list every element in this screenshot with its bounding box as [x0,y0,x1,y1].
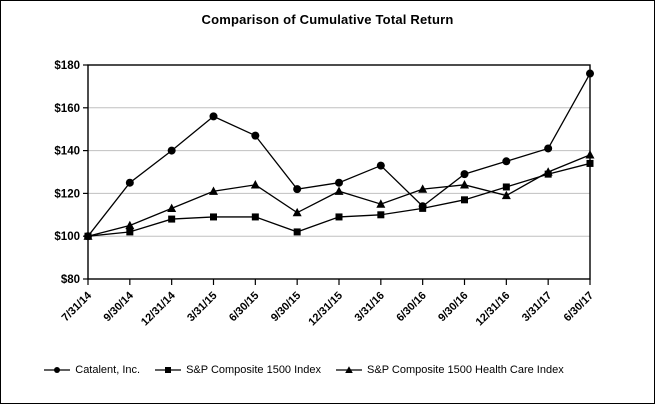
y-axis-label: $180 [54,60,80,72]
data-point-triangle [501,190,511,200]
legend-label-catalent: Catalent, Inc. [75,364,141,376]
data-point-square [335,213,343,221]
y-axis-label: $80 [61,274,80,286]
data-point-square [377,211,385,219]
x-axis-label: 9/30/14 [102,289,137,324]
x-axis-label: 12/31/16 [474,290,513,329]
y-axis-label: $140 [54,146,80,158]
plot-border [87,64,591,280]
chart-title: Comparison of Cumulative Total Return [201,12,454,27]
legend-label-sp1500-healthcare: S&P Composite 1500 Health Care Index [367,364,564,376]
y-axis-label: $160 [54,103,80,115]
data-point-triangle [209,186,218,195]
data-point-circle [209,112,218,121]
data-point-triangle [334,186,344,195]
data-point-square [586,159,594,167]
x-axis-label: 3/31/17 [520,290,554,324]
series-line-triangle [87,154,591,237]
data-point-triangle [460,180,469,189]
x-axis-label: 3/31/15 [185,290,219,324]
data-point-circle [125,178,134,187]
data-point-triangle [250,180,260,189]
x-axis-label: 12/31/15 [306,290,345,329]
legend-item-sp1500-healthcare: S&P Composite 1500 Health Care Index [335,364,564,376]
data-point-circle [167,146,176,155]
data-point-circle [335,178,343,187]
triangle-series-marker-icon [336,366,363,373]
series-line-square [87,162,591,237]
square-series-marker-icon [155,367,182,373]
data-point-square [126,228,134,236]
x-axis-label: 3/31/16 [353,290,387,324]
legend-item-catalent: Catalent, Inc. [43,364,140,376]
x-axis-label: 9/30/15 [269,290,303,324]
x-axis-label: 7/31/14 [60,289,95,324]
data-point-circle [586,69,594,78]
x-axis-label: 6/30/17 [562,290,596,324]
data-point-square [210,213,217,221]
data-point-circle [293,185,302,194]
data-point-circle [376,161,385,170]
x-axis-label: 12/31/14 [139,289,178,328]
data-point-square [461,196,468,204]
data-point-triangle [83,231,93,240]
x-axis-label: 6/30/16 [394,290,428,324]
data-point-square [293,228,301,236]
legend-label-sp1500: S&P Composite 1500 Index [186,364,322,376]
data-point-square [502,183,510,191]
data-point-circle [251,131,260,140]
y-axis-label: $120 [54,188,80,200]
data-point-triangle [125,220,135,230]
circle-series-marker-icon [44,367,71,373]
y-axis-label: $100 [54,231,80,243]
data-point-circle [544,144,553,153]
x-axis-label: 9/30/16 [436,290,470,324]
x-axis-label: 6/30/15 [227,290,261,324]
chart-legend: Catalent, Inc. S&P Composite 1500 Index … [1,364,654,376]
data-point-triangle [543,167,553,176]
data-point-circle [460,170,469,179]
data-point-circle [502,157,511,166]
data-point-triangle [167,203,177,212]
legend-item-sp1500: S&P Composite 1500 Index [154,364,321,376]
data-point-square [251,213,259,221]
data-point-square [168,215,176,223]
data-point-triangle [292,207,302,217]
data-point-triangle [418,184,428,193]
data-point-triangle [376,199,386,208]
data-point-square [419,204,427,212]
data-point-triangle [585,150,595,159]
